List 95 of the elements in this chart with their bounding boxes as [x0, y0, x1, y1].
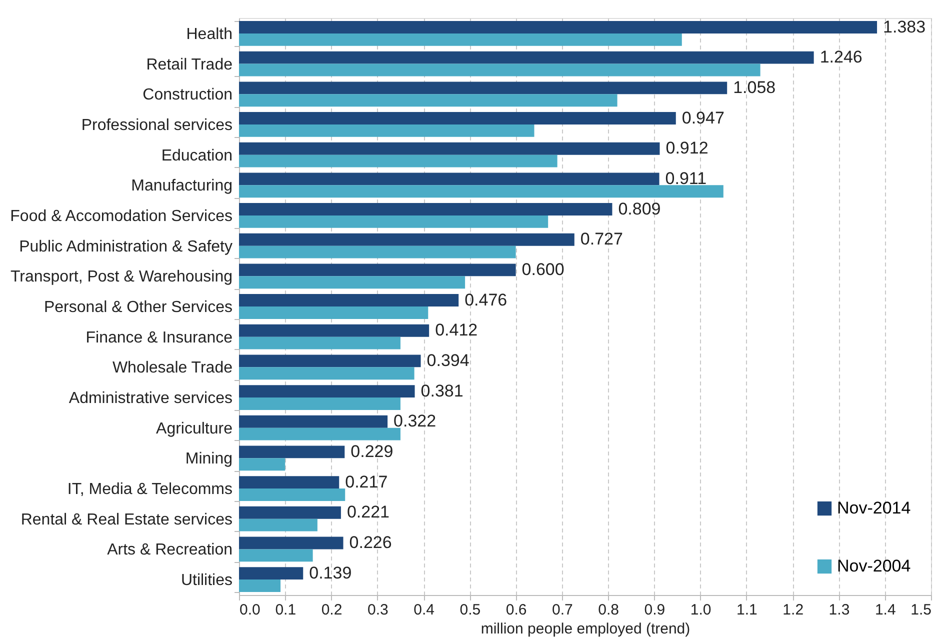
- data-label: 1.383: [883, 17, 926, 36]
- y-tick-label: Health: [186, 26, 232, 43]
- x-tick-label: 1.0: [690, 602, 712, 618]
- bar: [239, 580, 281, 592]
- x-tick-label: 0.4: [414, 602, 434, 618]
- y-tick-label: Agriculture: [156, 420, 233, 438]
- x-tick-label: 0.7: [552, 602, 573, 618]
- x-tick-label: 0.2: [321, 602, 342, 618]
- bar: [239, 51, 814, 64]
- data-label: 0.412: [435, 320, 478, 340]
- bar: [239, 203, 612, 216]
- data-label: 0.217: [345, 472, 388, 492]
- data-label: 0.911: [665, 168, 707, 188]
- bar: [239, 276, 466, 289]
- data-label: 0.727: [580, 230, 623, 249]
- y-tick-label: Arts & Recreation: [107, 542, 232, 559]
- bar: [239, 94, 618, 107]
- bar: [239, 458, 286, 471]
- x-tick-label: 0.1: [275, 602, 296, 618]
- bar: [239, 64, 760, 76]
- bar: [239, 506, 341, 519]
- data-label: 1.058: [733, 78, 776, 97]
- bar: [239, 518, 318, 532]
- bar: [239, 172, 660, 186]
- y-tick-label: Mining: [185, 450, 232, 468]
- data-label: 0.229: [350, 442, 394, 461]
- bar: [239, 124, 534, 137]
- bar: [239, 21, 878, 34]
- bar: [239, 112, 676, 124]
- bar: [239, 33, 682, 46]
- y-tick-label: IT, Media & Telecomms: [67, 481, 232, 498]
- bar: [239, 385, 415, 398]
- y-tick-label: Rental & Real Estate services: [20, 511, 232, 528]
- data-label: 0.221: [346, 502, 390, 522]
- x-tick-label: 1.1: [736, 602, 758, 618]
- y-tick-label: Public Administration & Safety: [19, 238, 232, 256]
- bar: [239, 367, 414, 380]
- bar: [239, 154, 558, 168]
- y-tick-label: Retail Trade: [146, 56, 233, 74]
- bar: [239, 82, 728, 94]
- bar: [239, 294, 459, 306]
- y-tick-label: Professional services: [81, 116, 232, 134]
- bar: [239, 398, 400, 410]
- x-tick-label: 1.5: [910, 602, 932, 618]
- x-tick-label: 0.8: [598, 602, 619, 618]
- bar: [239, 476, 340, 489]
- data-label: 0.476: [464, 290, 508, 310]
- data-label: 0.809: [618, 199, 661, 218]
- x-tick-label: 0.5: [460, 602, 481, 618]
- legend-label: Nov-2004: [837, 556, 911, 576]
- y-tick-label: Manufacturing: [131, 178, 232, 195]
- y-tick-label: Transport, Post & Warehousing: [10, 268, 232, 286]
- y-tick-label: Administrative services: [68, 390, 232, 408]
- bar: [239, 336, 400, 350]
- y-tick-label: Personal & Other Services: [44, 299, 232, 316]
- bar: [239, 428, 400, 440]
- data-label: 0.139: [309, 563, 352, 582]
- data-label: 0.226: [349, 532, 392, 552]
- data-label: 0.381: [420, 381, 464, 400]
- bar: [239, 567, 304, 580]
- bar: [239, 354, 421, 368]
- legend-label: Nov-2014: [837, 498, 911, 518]
- x-tick-label: 0.6: [506, 602, 527, 618]
- y-tick-label: Construction: [142, 86, 232, 104]
- data-label: 0.600: [522, 260, 564, 279]
- y-tick-label: Education: [161, 147, 232, 164]
- bar: [239, 264, 516, 276]
- data-label: 1.246: [820, 48, 862, 67]
- x-tick-label: 0.3: [367, 602, 388, 618]
- x-tick-label: 0.0: [240, 602, 260, 618]
- x-tick-label: 1.2: [782, 602, 804, 618]
- data-label: 0.322: [394, 412, 436, 431]
- data-label: 0.912: [666, 138, 708, 158]
- data-label: 0.394: [426, 350, 470, 370]
- x-tick-label: 0.9: [644, 602, 666, 618]
- bar: [239, 415, 388, 428]
- x-axis-title: million people employed (trend): [480, 620, 690, 638]
- bar: [239, 142, 660, 155]
- y-tick-label: Utilities: [180, 572, 232, 590]
- y-tick-label: Food & Accomodation Services: [10, 208, 232, 225]
- bar: [239, 446, 345, 458]
- bar: [239, 306, 428, 319]
- bar: [239, 536, 344, 550]
- bar: [239, 233, 574, 246]
- bar: [239, 549, 313, 562]
- bar: [239, 215, 548, 228]
- x-tick-label: 1.4: [874, 602, 896, 618]
- bar: [239, 324, 430, 337]
- y-tick-label: Finance & Insurance: [86, 329, 233, 346]
- bar: [239, 488, 346, 501]
- x-tick-label: 1.3: [828, 602, 850, 618]
- y-tick-label: Wholesale Trade: [112, 360, 233, 377]
- bar: [239, 246, 516, 258]
- data-label: 0.947: [682, 108, 724, 128]
- bar: [239, 185, 724, 198]
